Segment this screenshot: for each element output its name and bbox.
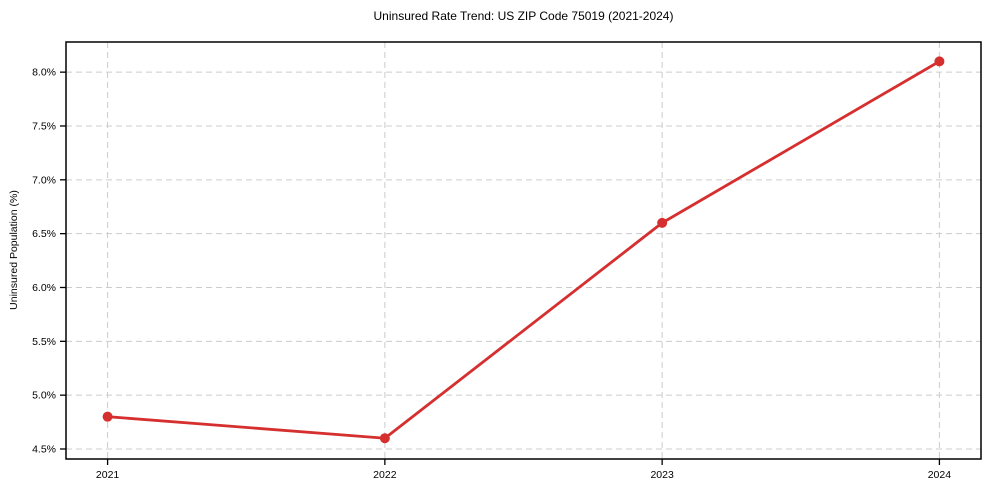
x-tick-label: 2023	[650, 469, 674, 481]
y-tick-label: 5.5%	[32, 336, 56, 348]
y-tick-label: 4.5%	[32, 443, 56, 455]
x-tick-label: 2024	[928, 469, 952, 481]
y-tick-label: 5.0%	[32, 390, 56, 402]
data-point-2024	[934, 56, 945, 67]
chart-title: Uninsured Rate Trend: US ZIP Code 75019 …	[373, 9, 674, 23]
trend-line	[106, 59, 941, 440]
y-tick-label: 6.0%	[32, 282, 56, 294]
y-tick-label: 7.5%	[32, 120, 56, 132]
y-tick-label: 6.5%	[32, 228, 56, 240]
data-point-2023	[657, 217, 668, 228]
data-point-2022	[379, 433, 390, 444]
x-tick-label: 2021	[96, 469, 120, 481]
y-tick-label: 8.0%	[32, 67, 56, 79]
x-tick-label: 2022	[373, 469, 397, 481]
data-point-2021	[102, 411, 113, 422]
y-tick-label: 7.0%	[32, 174, 56, 186]
plot-border	[65, 41, 982, 460]
